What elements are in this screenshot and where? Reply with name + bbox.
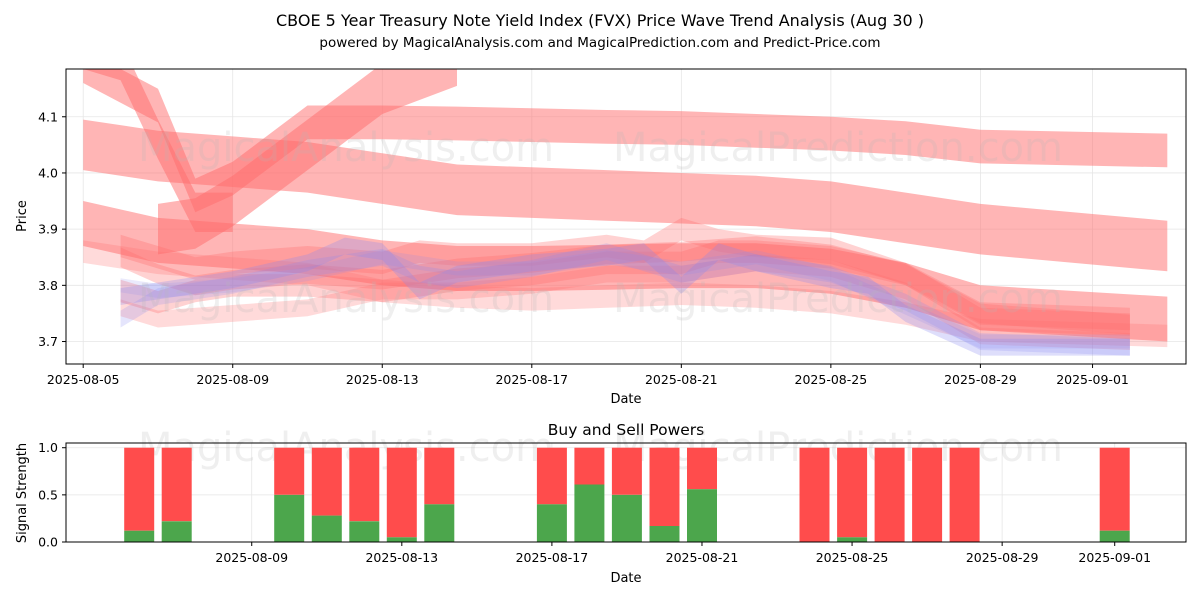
sell-power-bar	[649, 447, 680, 526]
buy-power-bar	[536, 504, 567, 542]
sell-power-bar	[611, 447, 642, 495]
buy-power-bar	[687, 489, 717, 542]
price-wave-band-11	[120, 243, 1130, 356]
price-x-tick-label: 2025-08-17	[495, 372, 568, 387]
sell-power-bar	[536, 447, 567, 505]
signal-y-tick-label: 0.5	[38, 487, 58, 502]
price-wave-band-3	[158, 69, 457, 255]
price-x-tick-label: 2025-09-01	[1056, 372, 1129, 387]
sell-power-bar	[124, 447, 155, 531]
buy-power-bar	[161, 521, 192, 542]
price-x-tick-label: 2025-08-09	[196, 372, 269, 387]
signal-x-label: Date	[610, 571, 641, 586]
sell-power-bar	[687, 447, 717, 490]
price-wave-band-9	[83, 240, 1168, 348]
price-wave-band-8	[120, 254, 1130, 350]
signal-x-tick-label: 2025-08-13	[365, 550, 438, 565]
signal-y-label: Signal Strength	[15, 443, 30, 543]
sell-power-bar	[799, 447, 830, 542]
price-wave-band-5	[120, 217, 1130, 331]
watermark-prediction: MagicalPrediction.com	[613, 125, 1063, 171]
sell-power-bar	[311, 447, 342, 516]
sell-power-bar	[386, 447, 417, 538]
buy-power-bar	[837, 537, 868, 542]
price-wave-band-10	[120, 237, 1130, 356]
sell-power-bar	[949, 447, 980, 542]
price-wave-band-4	[83, 201, 1168, 342]
buy-power-bar	[349, 521, 380, 542]
price-wave-band-2	[83, 69, 233, 232]
buy-power-bar	[574, 484, 605, 542]
signal-x-tick-label: 2025-09-01	[1078, 550, 1151, 565]
watermark-analysis: MagicalAnalysis.com	[138, 125, 554, 171]
price-y-tick-label: 4.0	[38, 165, 58, 180]
buy-power-bar	[424, 504, 455, 542]
sell-power-bar	[912, 447, 943, 542]
signal-x-tick-label: 2025-08-21	[666, 550, 739, 565]
price-band-group	[83, 69, 1168, 356]
signal-axes-frame	[65, 442, 1187, 543]
price-y-tick-label: 3.7	[38, 334, 58, 349]
buy-power-bar	[1099, 530, 1130, 542]
signal-x-tick-label: 2025-08-17	[516, 550, 589, 565]
watermark-prediction: MagicalPrediction.com	[613, 276, 1063, 322]
price-wave-band-7	[120, 240, 1130, 336]
price-x-tick-label: 2025-08-21	[645, 372, 718, 387]
sell-power-bar	[837, 447, 868, 538]
price-ticks: 2025-08-05 2025-08-09 2025-08-13 2025-08-17…	[38, 109, 1129, 387]
buy-power-bar	[124, 530, 155, 542]
buy-power-bar	[386, 537, 417, 542]
sell-power-bar	[274, 447, 305, 495]
sell-power-bar	[349, 447, 380, 522]
price-x-tick-label: 2025-08-13	[346, 372, 419, 387]
watermark-analysis: MagicalAnalysis.com	[138, 276, 554, 322]
price-x-label: Date	[610, 392, 641, 407]
price-y-tick-label: 3.8	[38, 278, 58, 293]
price-y-tick-label: 4.1	[38, 109, 58, 124]
buy-power-bar	[649, 526, 680, 542]
watermark-analysis: MagicalAnalysis.com	[138, 425, 554, 471]
signal-chart: Buy and Sell Powers MagicalAnalysis.com …	[15, 421, 1187, 586]
signal-x-tick-label: 2025-08-25	[816, 550, 889, 565]
sell-power-bar	[424, 447, 455, 505]
sell-power-bar	[874, 447, 905, 542]
sell-power-bar	[574, 447, 605, 485]
chart-subtitle: powered by MagicalAnalysis.com and Magic…	[319, 35, 880, 51]
price-wave-band-0	[83, 69, 1168, 213]
sell-power-bar	[161, 447, 192, 522]
sell-power-bar	[1099, 447, 1130, 531]
price-chart: MagicalAnalysis.com MagicalPrediction.co…	[15, 68, 1187, 407]
price-wave-band-12	[120, 250, 1130, 349]
chart-title: CBOE 5 Year Treasury Note Yield Index (F…	[276, 11, 924, 30]
buy-power-bar	[311, 515, 342, 542]
price-wave-band-6	[120, 236, 1130, 335]
signal-x-tick-label: 2025-08-29	[966, 550, 1039, 565]
price-wave-bands	[83, 69, 1168, 356]
signal-y-tick-label: 1.0	[38, 440, 58, 455]
price-y-label: Price	[15, 200, 30, 232]
signal-x-tick-label: 2025-08-09	[215, 550, 288, 565]
buy-power-bar	[274, 494, 305, 542]
signal-bars	[124, 447, 1130, 542]
price-x-tick-label: 2025-08-05	[47, 372, 120, 387]
price-y-tick-label: 3.9	[38, 222, 58, 237]
signal-chart-title: Buy and Sell Powers	[548, 421, 705, 439]
price-x-tick-label: 2025-08-29	[944, 372, 1017, 387]
price-axes-frame	[65, 68, 1187, 365]
signal-y-tick-label: 0.0	[38, 535, 58, 550]
signal-ticks: 2025-08-09 2025-08-13 2025-08-17 2025-08-21…	[38, 440, 1151, 565]
buy-power-bar	[611, 494, 642, 542]
price-wave-band-1	[83, 119, 1168, 272]
price-x-tick-label: 2025-08-25	[795, 372, 868, 387]
